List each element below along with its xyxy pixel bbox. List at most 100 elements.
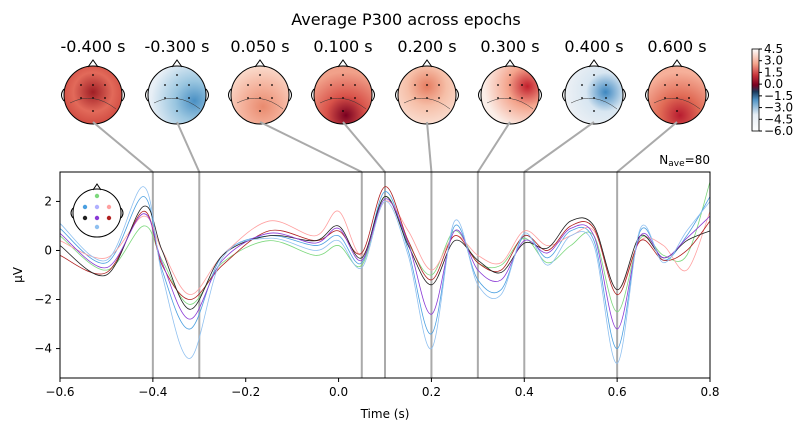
colorbar-tick-label: −1.5	[764, 89, 793, 103]
topomap-sensor	[271, 84, 273, 86]
topomap-sensor	[330, 97, 332, 99]
y-axis-ticks: −4 −2 0 2	[34, 194, 60, 356]
topomap-sensor	[188, 84, 190, 86]
topomap-sensor	[521, 84, 523, 86]
topomap-sensor	[426, 84, 428, 86]
topomap-nose	[671, 59, 683, 68]
topomap-sensor	[92, 84, 94, 86]
topomap: 0.050 s	[228, 37, 292, 125]
series-line	[59, 181, 711, 313]
topomap-ear-left	[145, 88, 149, 102]
time-connector-line	[92, 121, 154, 173]
time-connector-line	[523, 121, 595, 173]
sensor-layout-inset	[70, 183, 124, 238]
y-tick-label: 2	[44, 194, 52, 208]
time-connector-lines	[92, 121, 678, 173]
colorbar-tick-label: 3.0	[764, 54, 783, 68]
topomap-time-label: 0.200 s	[397, 37, 456, 56]
topomap-sensor	[509, 84, 511, 86]
topomap-head	[63, 65, 123, 125]
topomap-sensor	[259, 74, 261, 76]
topomap-sensor	[581, 84, 583, 86]
time-connector-line	[616, 121, 678, 173]
topomap-sensor	[92, 110, 94, 112]
topomap-head	[230, 65, 290, 125]
x-tick-label: −0.4	[138, 385, 167, 399]
topomap-sensor	[426, 110, 428, 112]
x-tick-label: 0.8	[700, 385, 719, 399]
topomap-sensor	[605, 97, 607, 99]
topomap-contour	[153, 97, 201, 110]
topomap-head	[564, 65, 624, 125]
topomap: -0.400 s	[61, 37, 126, 125]
x-axis-label: Time (s)	[360, 407, 410, 421]
inset-sensor-dot	[94, 215, 100, 221]
topomap-ear-left	[562, 88, 566, 102]
inset-sensor-dot	[94, 193, 100, 199]
topomap-sensor	[164, 84, 166, 86]
colorbar-tick-label: 0.0	[764, 77, 783, 91]
topomap-sensor	[497, 97, 499, 99]
topomap-sensor	[104, 84, 106, 86]
topomap-sensor	[509, 74, 511, 76]
topomap-sensor	[593, 74, 595, 76]
topomap-contour	[236, 97, 284, 110]
topomap-sensor	[509, 110, 511, 112]
topomap-sensor	[581, 97, 583, 99]
topomap: 0.400 s	[562, 37, 626, 125]
colorbar-tick-label: 1.5	[764, 65, 783, 79]
topomap-time-label: 0.600 s	[647, 37, 706, 56]
inset-sensor-dot	[82, 204, 88, 210]
topomap-ear-right	[538, 88, 542, 102]
topomap-contour	[403, 97, 451, 110]
topomap-sensor	[676, 110, 678, 112]
topomap-nose	[337, 59, 349, 68]
topomap-contour	[486, 97, 534, 110]
topomap-time-label: 0.050 s	[230, 37, 289, 56]
topomap-sensor	[259, 110, 261, 112]
series-line	[59, 191, 711, 349]
topomap-contour	[69, 97, 117, 110]
inset-sensor-dot	[106, 215, 112, 221]
topomap: 0.600 s	[645, 37, 709, 125]
topomap-ear-left	[61, 88, 65, 102]
x-tick-label: −0.6	[45, 385, 74, 399]
topomap-nose	[171, 59, 183, 68]
series-group	[59, 181, 711, 364]
colorbar-tick-label: −3.0	[764, 101, 793, 115]
topomap-sensor	[688, 97, 690, 99]
topomap-ear-left	[228, 88, 232, 102]
topomap-sensor	[247, 84, 249, 86]
topomap-sensor	[438, 84, 440, 86]
topomap-nose	[87, 59, 99, 68]
inset-sensor-dot	[94, 224, 100, 230]
topomap-sensor	[271, 97, 273, 99]
topomap-sensor	[664, 84, 666, 86]
x-axis-ticks: −0.6 −0.4 −0.2 0.0 0.2 0.4 0.6 0.8	[45, 378, 720, 399]
topomap-sensor	[259, 84, 261, 86]
topomap-head	[313, 65, 373, 125]
topomap-ear-right	[455, 88, 459, 102]
topomap-sensor	[593, 84, 595, 86]
topomap-sensor	[521, 97, 523, 99]
series-line	[59, 186, 711, 364]
colorbar: 4.53.01.50.0−1.5−3.0−4.5−6.0	[751, 42, 793, 138]
topomap: 0.300 s	[478, 37, 542, 125]
topomap-sensor	[247, 97, 249, 99]
topomap-ear-right	[622, 88, 626, 102]
series-line	[59, 198, 711, 330]
x-tick-label: 0.2	[422, 385, 441, 399]
topomap-head	[647, 65, 707, 125]
topomap-ear-right	[371, 88, 375, 102]
topomap-sensor	[188, 97, 190, 99]
topomap-ear-right	[288, 88, 292, 102]
topomap: -0.300 s	[145, 37, 210, 125]
topomap-time-label: -0.300 s	[145, 37, 210, 56]
series-line	[59, 196, 711, 310]
colorbar-tick-label: 4.5	[764, 42, 783, 56]
topomap-ear-left	[478, 88, 482, 102]
nave-label: Nave=80	[659, 153, 710, 169]
topomap-sensor	[342, 74, 344, 76]
x-tick-label: 0.0	[329, 385, 348, 399]
